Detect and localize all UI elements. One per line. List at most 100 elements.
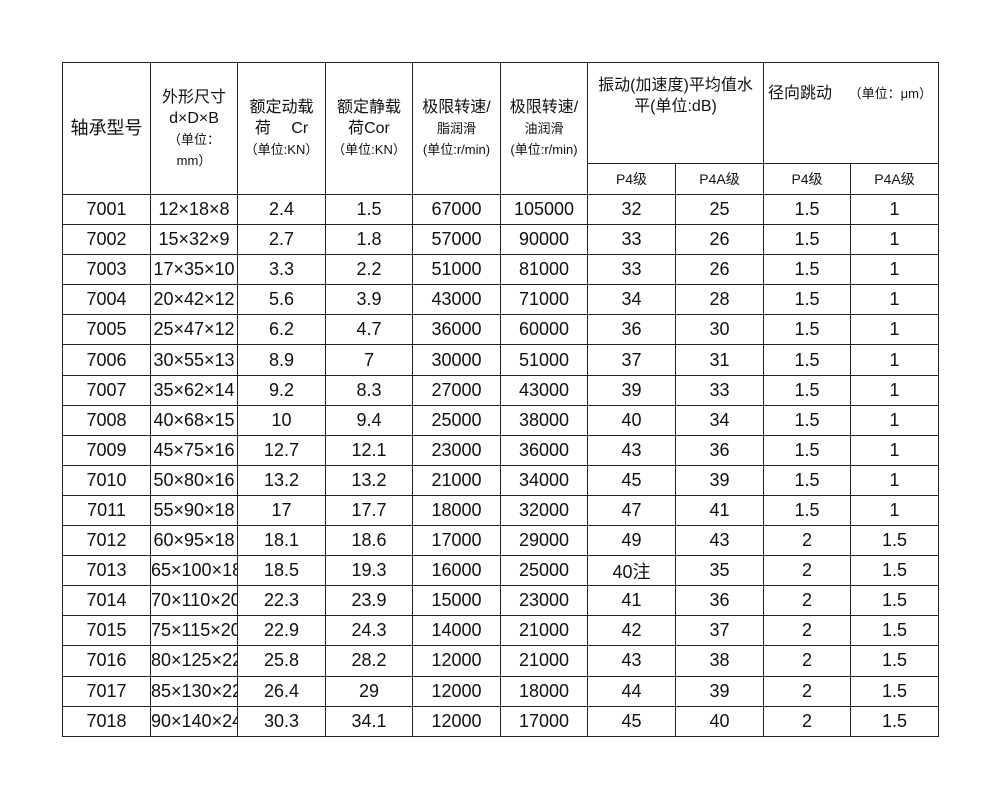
- table-cell: 1.5: [763, 374, 851, 406]
- table-cell: 7015: [62, 615, 151, 647]
- table-cell: 1.8: [325, 224, 413, 256]
- table-cell: 5.6: [237, 284, 326, 316]
- table-cell: 18.1: [237, 525, 326, 557]
- table-cell: 43000: [500, 374, 588, 406]
- table-cell: 32: [587, 193, 676, 226]
- table-cell: 60000: [500, 314, 588, 346]
- table-cell: 1.5: [763, 314, 851, 346]
- table-cell: 12000: [412, 645, 501, 677]
- table-cell: 7004: [62, 284, 151, 316]
- table-cell: 10: [237, 404, 326, 436]
- table-cell: 36000: [412, 314, 501, 346]
- table-cell: 21000: [500, 645, 588, 677]
- header-runout-unit: （单位：μm）: [848, 86, 932, 101]
- header-vibration: 振动(加速度)平均值水平(单位:dB): [587, 62, 764, 164]
- table-cell: 1: [850, 494, 939, 527]
- table-cell: 23000: [500, 585, 588, 617]
- table-cell: 30×55×13: [150, 344, 238, 376]
- table-cell: 7008: [62, 404, 151, 436]
- table-cell: 34000: [500, 464, 588, 496]
- table-cell: 2: [763, 615, 851, 647]
- table-cell: 1: [850, 404, 939, 436]
- table-cell: 35×62×14: [150, 374, 238, 406]
- table-cell: 40: [587, 404, 676, 436]
- header-runout-p4: P4级: [763, 163, 851, 195]
- table-cell: 36: [675, 585, 764, 617]
- table-cell: 22.9: [237, 615, 326, 647]
- table-cell: 7009: [62, 434, 151, 466]
- table-cell: 47: [587, 494, 676, 527]
- table-cell: 25: [675, 193, 764, 226]
- table-cell: 2.4: [237, 193, 326, 226]
- table-cell: 9.4: [325, 404, 413, 436]
- table-cell: 33: [587, 224, 676, 256]
- table-cell: 7002: [62, 224, 151, 256]
- table-cell: 30: [675, 314, 764, 346]
- header-cor-line: （单位:KN）: [332, 142, 406, 157]
- table-row: 7003 17×35×10 3.3 2.2 51000 81000 33 26 1.5 1: [62, 254, 939, 286]
- header-so-line: (单位:r/min): [510, 142, 578, 157]
- table-cell: 34: [675, 404, 764, 436]
- table-cell: 26: [675, 254, 764, 286]
- header-vib-p4: P4级: [587, 163, 676, 195]
- table-cell: 2: [763, 585, 851, 617]
- table-cell: 57000: [412, 224, 501, 256]
- table-cell: 45×75×16: [150, 434, 238, 466]
- table-cell: 17.7: [325, 494, 413, 527]
- table-row: 7013 65×100×18 18.5 19.3 16000 25000 40注 35 2 1.5: [62, 555, 939, 587]
- table-cell: 27000: [412, 374, 501, 406]
- bearing-spec-table: 轴承型号 外形尺寸 d×D×B （单位： mm） 额定动载 荷 Cr （单位:K…: [62, 62, 939, 737]
- table-cell: 23.9: [325, 585, 413, 617]
- table-cell: 35: [675, 555, 764, 587]
- table-cell: 38: [675, 645, 764, 677]
- table-cell: 7005: [62, 314, 151, 346]
- table-cell: 1.5: [850, 675, 939, 707]
- table-cell: 7010: [62, 464, 151, 496]
- table-cell: 37: [587, 344, 676, 376]
- table-cell: 1.5: [763, 464, 851, 496]
- table-cell: 25×47×12: [150, 314, 238, 346]
- table-cell: 71000: [500, 284, 588, 316]
- table-cell: 40注: [587, 555, 676, 587]
- table-cell: 43: [587, 434, 676, 466]
- table-row: 7011 55×90×18 17 17.7 18000 32000 47 41 1.5 1: [62, 494, 939, 527]
- table-cell: 33: [587, 254, 676, 286]
- table-cell: 7013: [62, 555, 151, 587]
- table-cell: 55×90×18: [150, 494, 238, 527]
- table-cell: 41: [587, 585, 676, 617]
- table-cell: 43000: [412, 284, 501, 316]
- table-cell: 1: [850, 344, 939, 376]
- table-cell: 6.2: [237, 314, 326, 346]
- table-cell: 44: [587, 675, 676, 707]
- table-row: 7002 15×32×9 2.7 1.8 57000 90000 33 26 1.5 1: [62, 224, 939, 256]
- table-cell: 39: [675, 675, 764, 707]
- table-cell: 7012: [62, 525, 151, 557]
- table-cell: 65×100×18: [150, 555, 238, 587]
- table-cell: 90000: [500, 224, 588, 256]
- table-cell: 1: [850, 314, 939, 346]
- header-sg-line: (单位:r/min): [422, 142, 491, 157]
- table-cell: 8.3: [325, 374, 413, 406]
- table-cell: 32000: [500, 494, 588, 527]
- table-cell: 18.6: [325, 525, 413, 557]
- table-cell: 51000: [500, 344, 588, 376]
- table-cell: 15×32×9: [150, 224, 238, 256]
- table-cell: 7001: [62, 193, 151, 226]
- table-cell: 40: [675, 705, 764, 737]
- header-cr-line: 荷 Cr: [254, 120, 309, 137]
- table-cell: 45: [587, 464, 676, 496]
- table-row: 7014 70×110×20 22.3 23.9 15000 23000 41 36 2 1.5: [62, 585, 939, 617]
- table-cell: 1: [850, 193, 939, 226]
- table-cell: 18000: [500, 675, 588, 707]
- table-cell: 9.2: [237, 374, 326, 406]
- table-cell: 43: [675, 525, 764, 557]
- header-runout-p4a: P4A级: [850, 163, 939, 195]
- header-speed-oil: 极限转速/ 油润滑 (单位:r/min): [500, 62, 588, 195]
- header-dims-line: 外形尺寸: [161, 88, 226, 106]
- table-cell: 1.5: [763, 404, 851, 436]
- header-dims-line: mm）: [176, 152, 212, 168]
- table-cell: 37: [675, 615, 764, 647]
- table-cell: 16000: [412, 555, 501, 587]
- table-cell: 22.3: [237, 585, 326, 617]
- table-cell: 38000: [500, 404, 588, 436]
